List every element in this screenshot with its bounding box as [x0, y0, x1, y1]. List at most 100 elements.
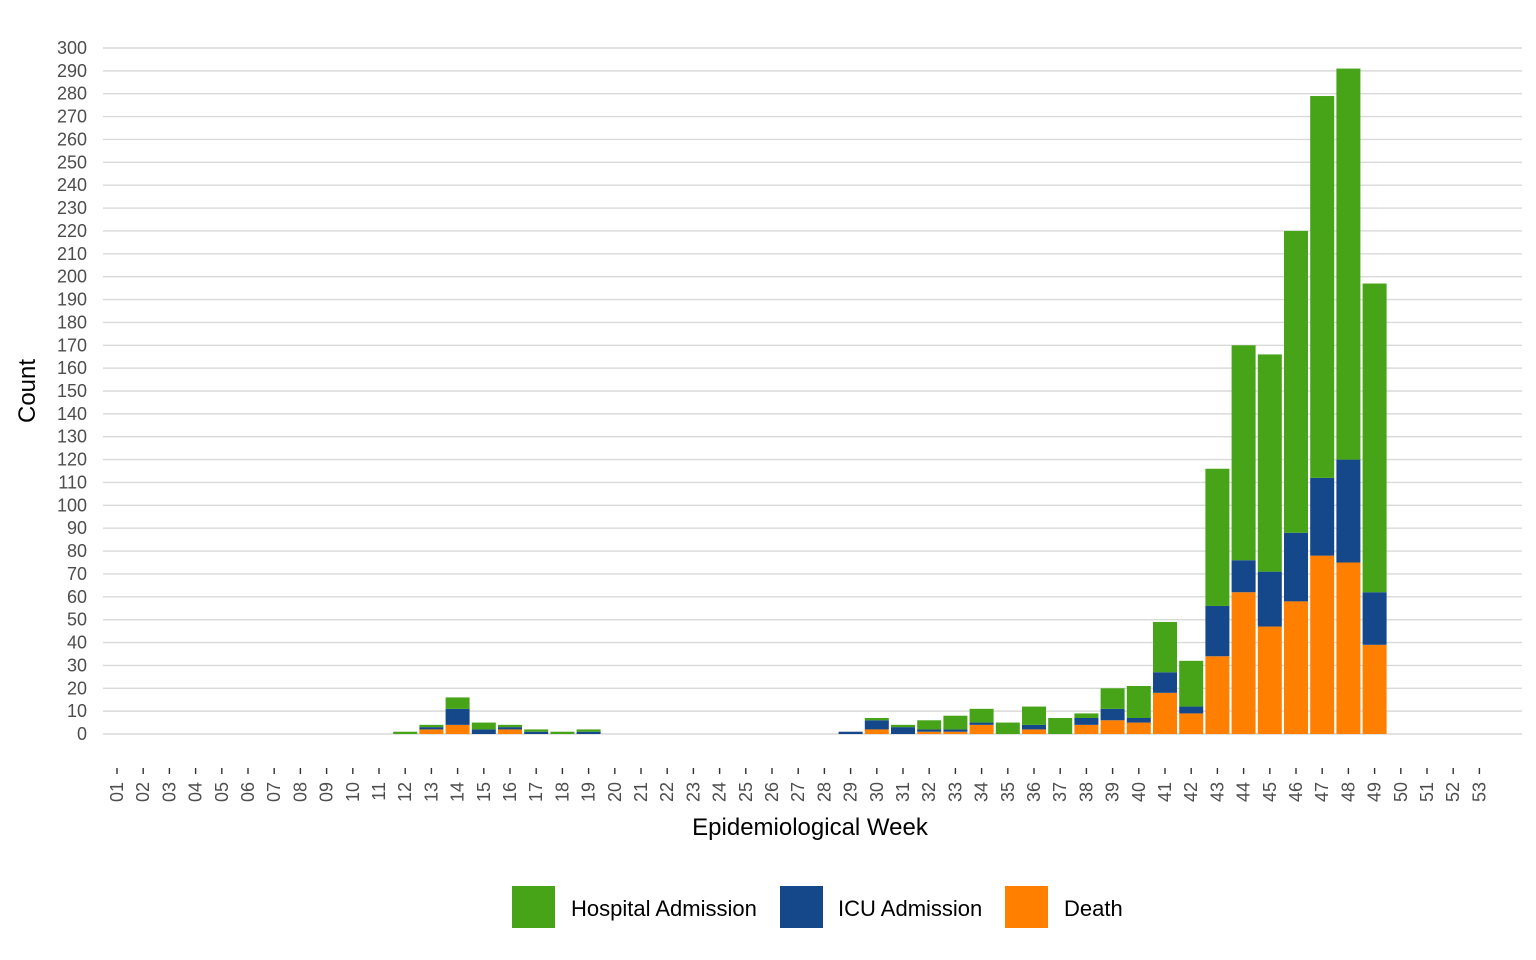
bar-icu-admission-week-41 [1153, 672, 1177, 693]
y-tick-label: 280 [57, 84, 87, 104]
y-tick-label: 30 [67, 655, 87, 675]
bar-death-week-16 [498, 729, 522, 734]
bar-icu-admission-week-47 [1310, 477, 1335, 556]
x-tick-label: 51 [1417, 782, 1437, 802]
x-tick-label: 45 [1260, 782, 1280, 802]
y-tick-label: 190 [57, 290, 87, 310]
x-tick-label: 11 [369, 782, 389, 801]
bar-icu-admission-week-40 [1126, 717, 1151, 723]
bar-icu-admission-week-38 [1074, 717, 1099, 725]
x-tick-label: 29 [841, 782, 861, 802]
bar-hospital-admission-week-33 [943, 715, 968, 730]
bar-hospital-admission-week-47 [1310, 96, 1335, 478]
x-tick-label: 34 [972, 782, 992, 802]
y-tick-label: 170 [57, 335, 87, 355]
x-tick-label: 41 [1155, 782, 1175, 802]
y-tick-label: 80 [67, 541, 87, 561]
x-tick-label: 13 [421, 782, 441, 802]
bar-death-week-47 [1310, 555, 1335, 734]
bar-icu-admission-week-31 [891, 727, 915, 734]
x-tick-label: 35 [998, 782, 1018, 802]
x-tick-label: 05 [212, 782, 232, 802]
x-tick-label: 38 [1076, 782, 1096, 802]
x-tick-label: 15 [474, 782, 494, 802]
x-tick-label: 43 [1207, 782, 1227, 802]
y-tick-label: 50 [67, 610, 87, 630]
bar-death-week-30 [864, 729, 889, 734]
y-tick-label: 140 [57, 404, 87, 424]
bar-death-week-43 [1205, 656, 1230, 734]
bar-icu-admission-week-13 [419, 727, 444, 730]
legend-label-death: Death [1064, 896, 1123, 921]
bar-hospital-admission-week-48 [1336, 68, 1361, 460]
x-tick-label: 02 [133, 782, 153, 802]
x-tick-label: 19 [579, 782, 599, 802]
bar-death-week-48 [1336, 562, 1361, 734]
y-tick-label: 70 [67, 564, 87, 584]
bar-hospital-admission-week-39 [1100, 688, 1125, 709]
bar-hospital-admission-week-46 [1284, 230, 1308, 533]
y-tick-label: 210 [57, 244, 87, 264]
bar-death-week-38 [1074, 724, 1099, 734]
bar-hospital-admission-week-37 [1048, 717, 1073, 734]
bar-death-week-34 [969, 724, 994, 734]
bars [393, 68, 1387, 734]
y-tick-label: 60 [67, 587, 87, 607]
bar-death-week-45 [1257, 626, 1282, 734]
y-tick-label: 100 [57, 495, 87, 515]
y-tick-label: 270 [57, 107, 87, 127]
bar-hospital-admission-week-12 [393, 731, 418, 734]
bar-icu-admission-week-14 [445, 708, 470, 725]
bar-hospital-admission-week-35 [995, 722, 1020, 734]
x-tick-label: 50 [1391, 782, 1411, 802]
y-tick-label: 130 [57, 427, 87, 447]
bar-death-week-13 [419, 729, 444, 734]
bar-hospital-admission-week-40 [1126, 685, 1151, 718]
x-tick-label: 52 [1443, 782, 1463, 802]
y-tick-label: 0 [77, 724, 87, 744]
bar-hospital-admission-week-43 [1205, 468, 1230, 606]
bar-icu-admission-week-32 [917, 729, 942, 732]
x-tick-label: 04 [186, 782, 206, 802]
x-tick-label: 24 [710, 782, 730, 802]
x-axis-title: Epidemiological Week [692, 814, 929, 841]
bar-icu-admission-week-42 [1179, 706, 1204, 714]
x-tick-label: 39 [1103, 782, 1123, 802]
x-tick-label: 10 [343, 782, 363, 802]
bar-hospital-admission-week-15 [471, 722, 496, 730]
x-tick-label: 31 [893, 782, 913, 802]
bar-icu-admission-week-33 [943, 729, 968, 732]
y-tick-label: 250 [57, 152, 87, 172]
y-tick-label: 110 [58, 472, 87, 492]
bar-hospital-admission-week-13 [419, 724, 444, 728]
y-tick-label: 120 [57, 450, 87, 470]
x-axis-ticks: 01 02 03 04 05 06 07 08 09 10 11 12 13 14 15 16 17 18 19 20… [107, 768, 1489, 802]
legend-swatch-death [1005, 886, 1048, 928]
bar-icu-admission-week-34 [969, 722, 994, 725]
bar-icu-admission-week-44 [1231, 560, 1256, 593]
bar-hospital-admission-week-34 [969, 708, 994, 723]
bar-death-week-46 [1284, 601, 1308, 734]
y-tick-label: 230 [57, 198, 87, 218]
y-tick-label: 90 [67, 518, 87, 538]
bar-hospital-admission-week-17 [524, 729, 549, 732]
bar-icu-admission-week-15 [471, 729, 496, 734]
y-tick-label: 200 [57, 267, 87, 287]
y-tick-label: 180 [57, 312, 87, 332]
y-tick-label: 40 [67, 633, 87, 653]
x-tick-label: 03 [159, 782, 179, 802]
x-tick-label: 27 [788, 782, 808, 802]
x-tick-label: 17 [526, 782, 546, 802]
bar-hospital-admission-week-19 [576, 729, 601, 732]
bar-death-week-14 [445, 724, 470, 734]
y-tick-label: 260 [57, 129, 87, 149]
bar-death-week-36 [1022, 729, 1046, 734]
x-tick-label: 44 [1234, 782, 1254, 802]
bar-hospital-admission-week-31 [891, 724, 915, 728]
x-tick-label: 16 [500, 782, 520, 802]
bar-death-week-42 [1179, 713, 1204, 734]
bar-icu-admission-week-17 [524, 731, 549, 734]
x-tick-label: 26 [762, 782, 782, 802]
x-tick-label: 07 [264, 782, 284, 802]
